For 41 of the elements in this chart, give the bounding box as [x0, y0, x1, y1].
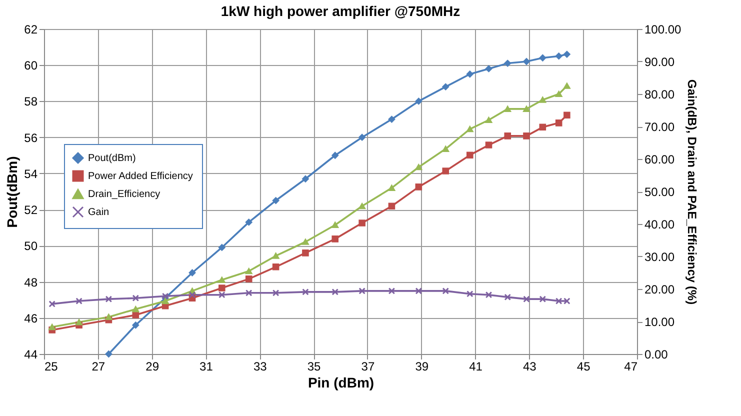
y-tick-label: 60	[24, 58, 38, 73]
x-tick-label: 31	[200, 360, 214, 374]
x-tick-label: 41	[469, 360, 483, 374]
y2-tick-label: 20.00	[644, 282, 675, 296]
chart-title: 1kW high power amplifier @750MHz	[220, 3, 460, 19]
y-tick-label: 44	[24, 348, 38, 362]
y2-tick-label: 100.00	[644, 22, 682, 36]
legend-label: Drain_Efficiency	[88, 189, 160, 200]
x-tick-label: 29	[146, 360, 160, 374]
y2-tick-label: 50.00	[644, 185, 675, 199]
x-tick-label: 47	[624, 360, 638, 374]
y-tick-label: 58	[24, 94, 38, 109]
x-tick-label: 35	[307, 360, 322, 374]
x-tick-label: 39	[415, 360, 429, 374]
y-tick-label: 52	[24, 203, 38, 218]
x-tick-label: 45	[576, 360, 591, 374]
y2-tick-label: 90.00	[644, 55, 675, 69]
y2-tick-label: 60.00	[644, 152, 675, 166]
y-tick-label: 48	[24, 275, 38, 290]
y-tick-label: 46	[24, 311, 38, 326]
legend-label: Pout(dBm)	[88, 153, 136, 164]
x-tick-label: 37	[361, 360, 375, 374]
legend-label: Power Added Efficiency	[88, 171, 193, 182]
y2-tick-label: 80.00	[644, 88, 675, 102]
y-tick-label: 50	[24, 239, 38, 254]
x-tick-label: 43	[523, 360, 537, 374]
y2-tick-label: 0.00	[644, 348, 668, 362]
y-tick-label: 62	[24, 22, 38, 36]
y-tick-label: 56	[24, 130, 38, 145]
y-tick-label: 54	[24, 166, 38, 181]
legend-label: Gain	[88, 207, 110, 218]
y2-tick-label: 30.00	[644, 250, 675, 264]
x-tick-label: 33	[253, 360, 268, 374]
y2-axis-title: Gain(dB), Drain and PAE_Efficiency (%)	[685, 79, 700, 305]
x-tick-label: 25	[44, 360, 58, 374]
y2-tick-label: 70.00	[644, 120, 675, 134]
y-axis-title: Pout(dBm)	[4, 156, 20, 228]
y2-tick-label: 40.00	[644, 218, 675, 232]
y2-tick-label: 10.00	[644, 315, 675, 329]
x-tick-label: 27	[92, 360, 106, 374]
x-axis-title: Pin (dBm)	[308, 374, 374, 390]
